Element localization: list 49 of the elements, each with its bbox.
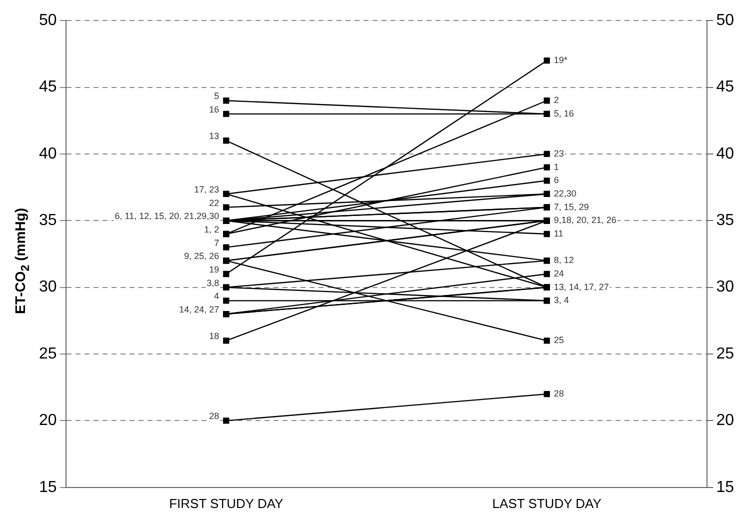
annotation: 3, 4	[554, 295, 569, 306]
x-tick-label: FIRST STUDY DAY	[169, 496, 284, 511]
annotation: 3,8	[206, 278, 220, 288]
y-tick-label: 25	[39, 345, 57, 362]
annotation: 11	[554, 228, 564, 238]
annotation: 8, 12	[554, 255, 574, 266]
annotation: 5	[214, 91, 220, 102]
annotation: 22,30	[554, 188, 576, 198]
y-tick-label: 20	[39, 412, 57, 430]
annotation: 6, 11, 12, 15, 20, 21,29,30	[114, 211, 220, 222]
y2-tick-label: 20	[716, 412, 734, 430]
annotation: 13	[209, 131, 220, 142]
annotation: 23	[554, 148, 564, 158]
annotation: 25	[554, 335, 564, 346]
y2-tick-label: 30	[716, 278, 734, 296]
annotation: 7	[214, 238, 220, 248]
y2-tick-label: 40	[716, 145, 734, 162]
y2-tick-label: 25	[716, 345, 734, 362]
annotation: 9,18, 20, 21, 26	[554, 215, 616, 226]
annotation: 1	[554, 162, 559, 172]
annotation: 28	[554, 388, 564, 399]
annotation: 16	[209, 104, 220, 114]
annotation: 17, 23	[194, 184, 220, 194]
annotation: 2	[554, 95, 559, 106]
y2-tick-label: 45	[716, 78, 734, 96]
y2-tick-label: 15	[716, 478, 734, 496]
annotation: 4	[214, 291, 220, 302]
y-tick-label: 35	[39, 212, 57, 230]
y2-tick-label: 50	[716, 12, 734, 30]
annotation: 24	[554, 268, 564, 278]
y-tick-label: 40	[39, 145, 57, 162]
y-tick-label: 15	[39, 478, 57, 496]
annotation: 19*	[554, 55, 568, 66]
y-tick-label: 50	[39, 12, 57, 30]
annotation: 22	[209, 198, 220, 208]
annotation: 7, 15, 29	[554, 202, 589, 212]
annotation: 5, 16	[554, 108, 574, 118]
y-tick-label: 30	[39, 278, 57, 296]
annotation: 9, 25, 26	[184, 251, 220, 262]
annotation: 18	[209, 331, 220, 342]
annotation: 6	[554, 175, 559, 186]
annotation: 19	[209, 264, 220, 274]
annotation: 28	[209, 411, 220, 422]
annotation: 13, 14, 17, 27	[554, 282, 609, 292]
annotation: 14, 24, 27	[179, 304, 220, 314]
y2-tick-label: 35	[716, 212, 734, 230]
x-tick-label: LAST STUDY DAY	[492, 496, 602, 511]
annotation: 1, 2	[204, 224, 220, 234]
y-tick-label: 45	[39, 78, 57, 96]
